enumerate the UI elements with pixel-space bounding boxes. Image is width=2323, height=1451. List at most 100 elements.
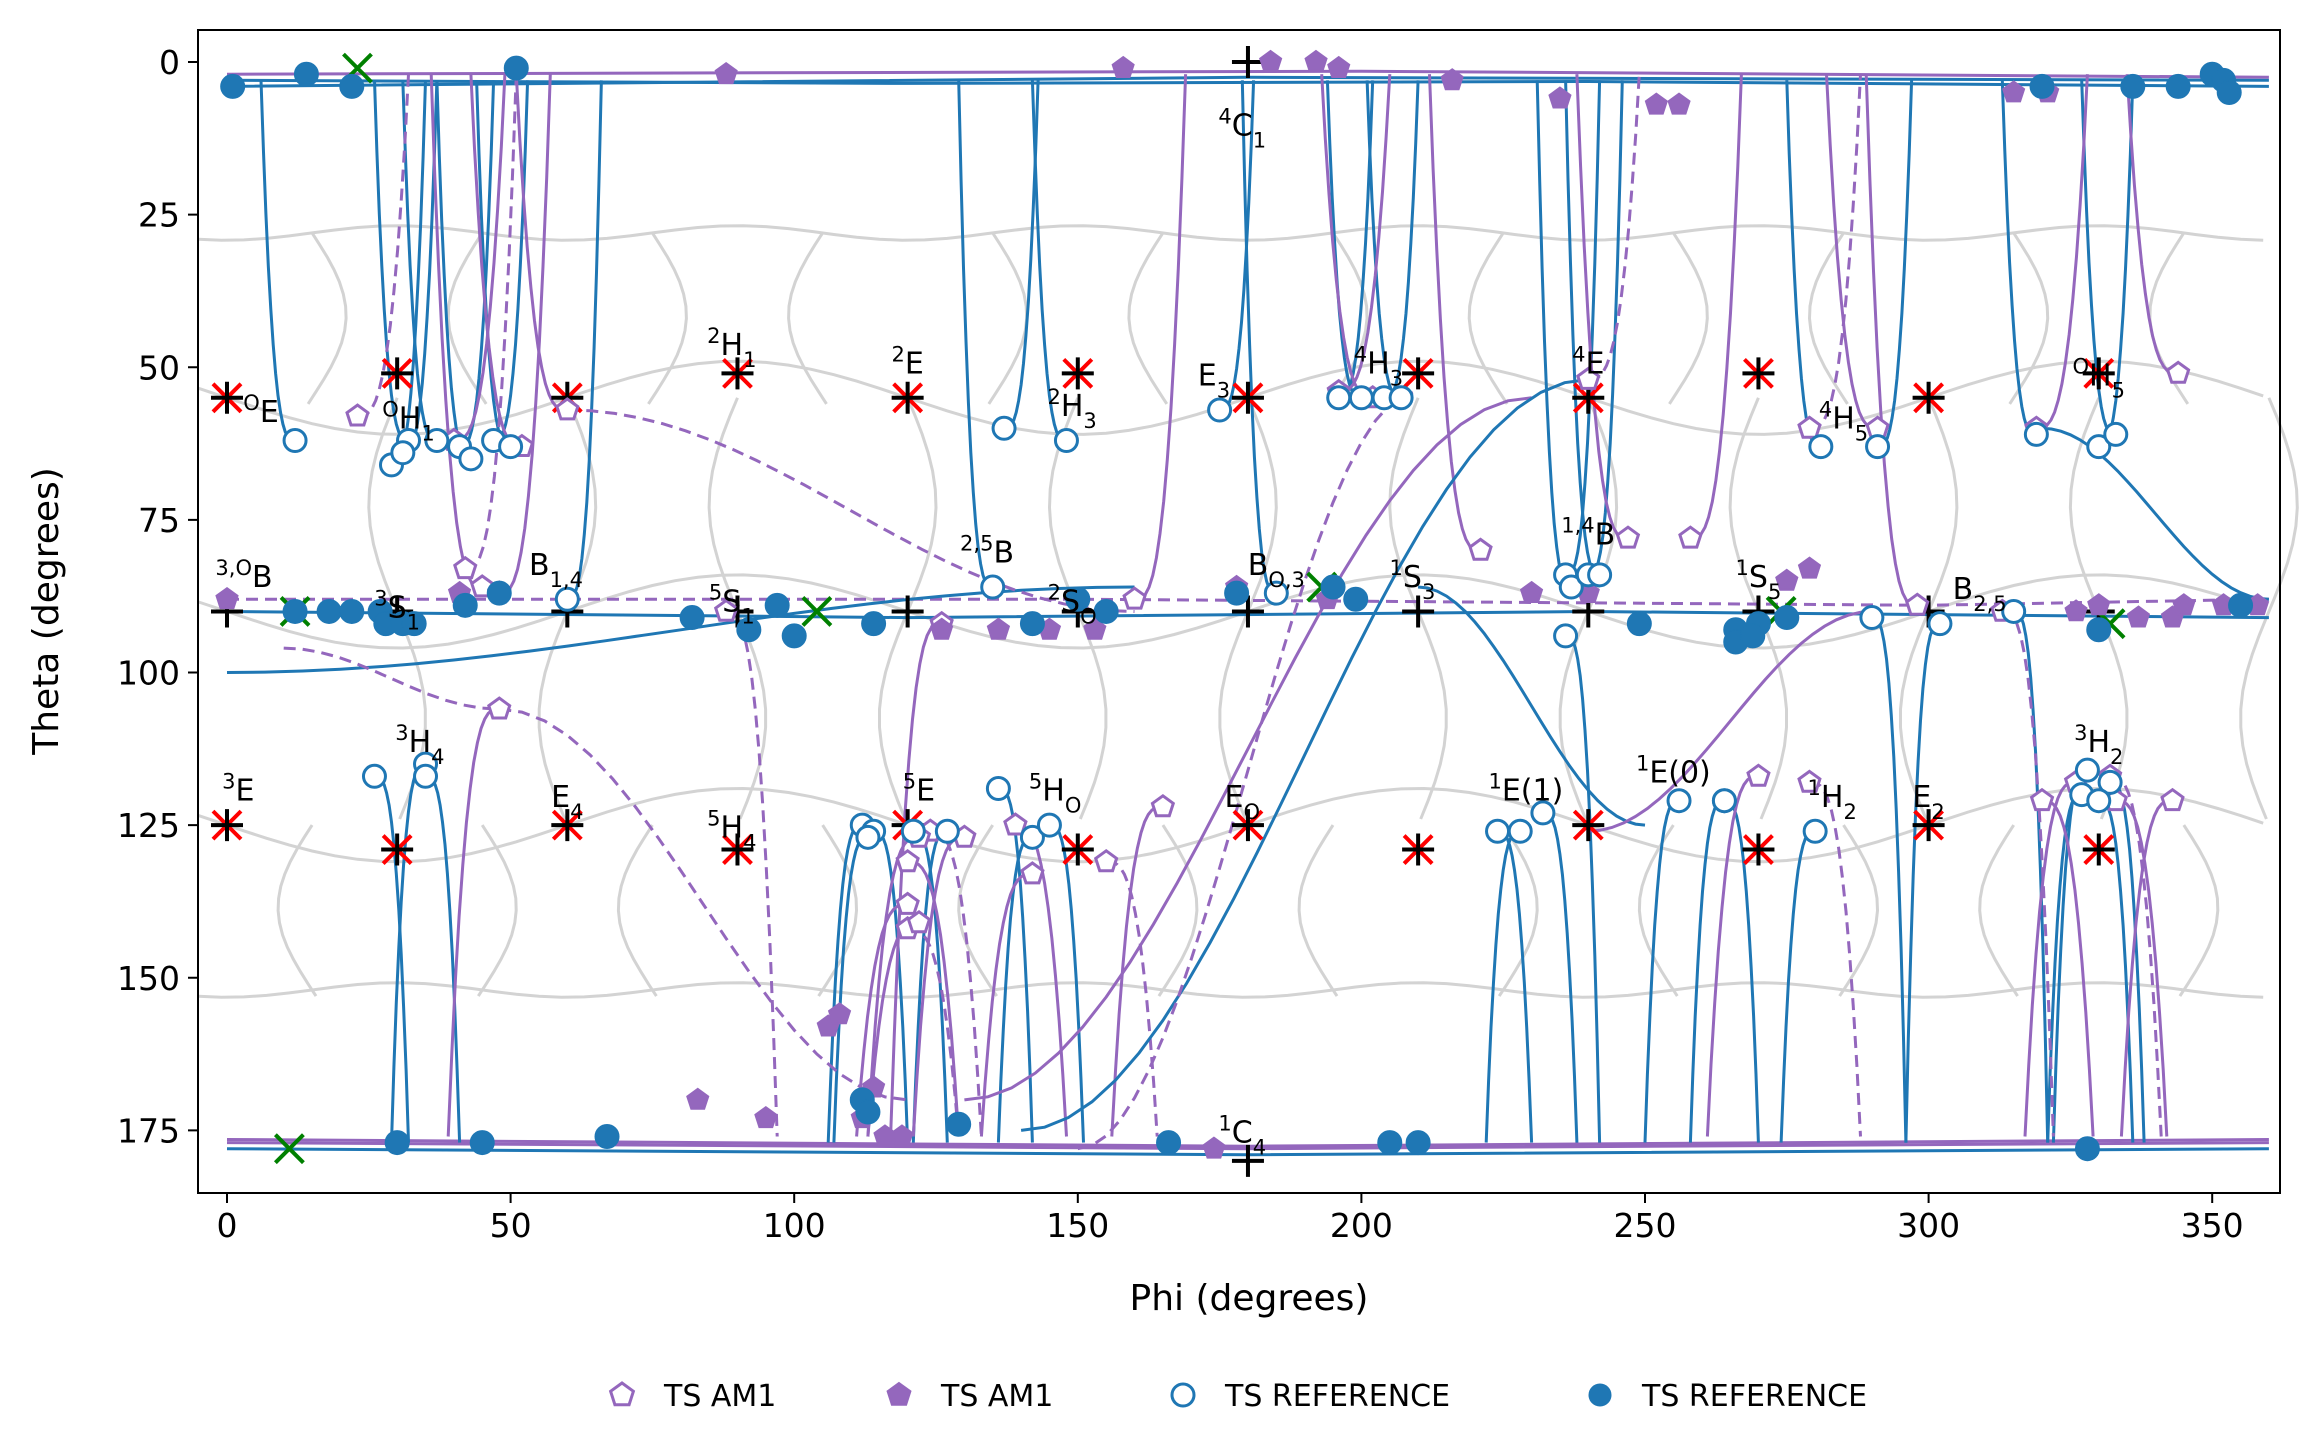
mesh-line <box>1497 824 1539 997</box>
x-tick-label: 200 <box>1330 1206 1393 1245</box>
canonical-plus-marker <box>1231 1144 1264 1177</box>
pucker-label: 3S1 <box>374 587 420 635</box>
mesh-line <box>1978 824 2019 997</box>
ts-reference-filled-circle-point <box>1224 580 1250 606</box>
pathway-line <box>435 80 471 461</box>
pucker-label: 1E(1) <box>1488 770 1563 809</box>
canonical-star-plus <box>1742 357 1775 390</box>
canonical-star-plus <box>1061 357 1094 390</box>
pucker-label: 2E <box>891 342 923 381</box>
pathway-line <box>2125 74 2179 375</box>
canonical-star-plus <box>1231 381 1264 414</box>
legend-marker <box>608 1381 636 1407</box>
ts-reference-open-circle-point <box>1348 385 1374 411</box>
ts-am1-open-pentagon-point <box>1468 537 1493 561</box>
canonical-star-plus <box>381 833 414 866</box>
pathway-line <box>1077 390 1419 1151</box>
legend-label: TS AM1 <box>940 1379 1053 1414</box>
ts-reference-filled-circle-point <box>594 1123 620 1149</box>
ts-reference-filled-circle-point <box>1065 586 1091 612</box>
mesh-line <box>198 224 2264 242</box>
pucker-label: 4C1 <box>1218 104 1266 152</box>
pathway-line <box>259 80 296 442</box>
canonical-star-plus <box>551 809 584 842</box>
pathway-line <box>2041 426 2270 601</box>
ts-am1-open-pentagon-point <box>1797 415 1822 439</box>
pathway-line <box>514 74 568 412</box>
ts-am1-filled-pentagon-point <box>1111 55 1135 78</box>
mesh-line <box>1157 824 1199 997</box>
canonical-star-plus <box>1912 809 1945 842</box>
ts-reference-filled-circle-point <box>503 55 529 81</box>
y-tick-label: 0 <box>159 43 180 82</box>
pucker-label: 5E <box>903 770 935 809</box>
pucker-label: 2H1 <box>707 324 756 372</box>
mesh-line <box>1297 824 1339 997</box>
ts-reference-open-circle-point <box>1711 788 1737 814</box>
x-tick-label: 350 <box>2181 1206 2244 1245</box>
mesh-line <box>616 824 658 997</box>
pathway-line <box>1904 622 1940 1143</box>
ts-reference-open-circle-point <box>985 775 1011 801</box>
pucker-label: E4 <box>551 780 583 824</box>
ts-am1-open-pentagon-point <box>895 848 920 873</box>
ts-am1-filled-pentagon-point <box>714 61 738 85</box>
pucker-label: 1H2 <box>1808 776 1857 824</box>
ts-reference-filled-circle-point <box>1740 623 1766 649</box>
ts-reference-open-circle-point <box>1388 385 1414 411</box>
ts-reference-open-circle-point <box>1558 574 1584 600</box>
y-tick-label: 100 <box>117 654 180 693</box>
ts-reference-open-circle-point <box>934 818 960 844</box>
canonical-star-plus <box>381 357 414 390</box>
ts-reference-open-circle-point <box>282 428 308 454</box>
canonical-plus-marker <box>891 595 924 628</box>
pucker-label: OH5 <box>2073 355 2125 403</box>
pathway-line <box>493 80 530 442</box>
pucker-label: 2SO <box>1048 580 1097 628</box>
ts-am1-open-pentagon-point <box>345 403 370 427</box>
pucker-label: E3 <box>1198 359 1230 403</box>
ts-reference-filled-circle-point <box>469 1130 495 1156</box>
ts-am1-filled-pentagon-point <box>1259 49 1283 72</box>
pucker-labels: 4C1 OE OH1 2H1 2E 2H3 E3 4H3 4E 4H5 OH5 3,OB 3S1 B1,4… <box>215 104 2125 1159</box>
local-minimum-marker <box>273 1133 305 1165</box>
mesh-line <box>787 232 828 405</box>
pucker-label: EO <box>1225 780 1261 824</box>
ts-am1-open-pentagon-point <box>2165 360 2191 384</box>
ts-am1-filled-pentagon-point <box>890 1124 914 1147</box>
legend-label: TS AM1 <box>663 1379 776 1414</box>
pucker-label: 5HO <box>1029 770 1081 818</box>
y-axis-label: Theta (degrees) <box>26 467 67 756</box>
ts-am1-open-pentagon-point <box>906 909 932 934</box>
ts-reference-open-circle-point <box>980 574 1006 600</box>
ts-reference-open-circle-point <box>498 434 524 460</box>
ts-reference-open-circle-point <box>1808 434 1834 460</box>
y-tick-label: 50 <box>138 348 180 387</box>
pathway-line <box>1688 799 1725 1143</box>
ts-am1-open-pentagon-point <box>1576 366 1601 390</box>
ts-reference-open-circle-point <box>1326 385 1352 411</box>
mesh-line <box>1637 824 1679 997</box>
ts-reference-open-circle-point <box>1507 818 1533 844</box>
pathway-line <box>226 78 2269 88</box>
ts-reference-filled-circle-point <box>1626 611 1652 637</box>
ts-reference-filled-circle-point <box>781 623 807 649</box>
pucker-label: 1S5 <box>1736 556 1782 604</box>
x-tick-label: 50 <box>490 1206 532 1245</box>
mesh-line <box>276 824 318 997</box>
canonical-star-plus <box>211 809 243 842</box>
mesh-line <box>1807 232 1849 405</box>
ts-reference-open-circle-point <box>554 586 580 612</box>
ts-reference-filled-circle-point <box>946 1111 972 1137</box>
ts-reference-filled-circle-point <box>736 617 762 643</box>
pucker-label: OE <box>243 391 279 430</box>
ts-reference-filled-circle-point <box>2029 73 2055 99</box>
ts-am1-open-pentagon-point <box>2029 787 2055 812</box>
ts-am1-filled-pentagon-point <box>1667 92 1691 115</box>
ts-am1-open-pentagon-point <box>1093 848 1119 873</box>
pucker-label: E2 <box>1912 780 1944 824</box>
x-tick-label: 300 <box>1897 1206 1960 1245</box>
pucker-label: 2H3 <box>1047 385 1096 433</box>
ts-reference-open-circle-point <box>424 428 450 454</box>
